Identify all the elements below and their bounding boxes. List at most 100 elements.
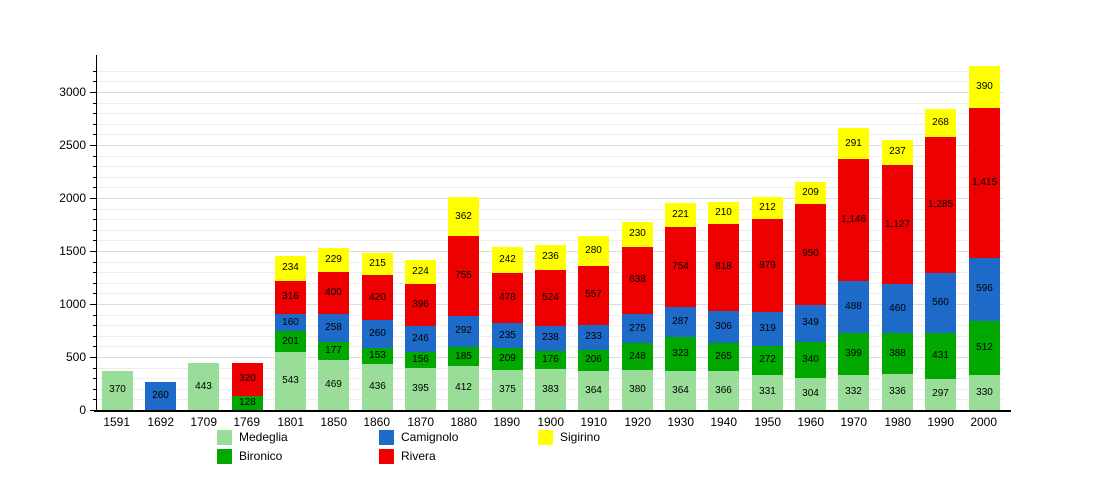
bar-value-label: 153: [369, 349, 386, 361]
bar-value-label: 237: [889, 146, 906, 158]
bar-segment-rivera-2000: 1,415: [969, 107, 1000, 258]
bar-segment-sigirino-1900: 236: [535, 244, 566, 270]
bar-segment-bironico-1910: 206: [578, 349, 609, 372]
bar-value-label: 399: [845, 347, 862, 359]
bar-segment-medeglia-1801: 543: [275, 352, 306, 410]
bar-value-label: 596: [976, 283, 993, 295]
x-axis-year-label: 1990: [927, 415, 955, 429]
bar-segment-camignolo-1870: 246: [405, 325, 436, 352]
y-axis-tick-label: 2000: [59, 191, 86, 205]
legend-swatch-sigirino: [538, 430, 553, 445]
bar-value-label: 754: [672, 260, 689, 272]
bar-segment-sigirino-1910: 280: [578, 236, 609, 266]
bar-value-label: 209: [802, 186, 819, 198]
bar-value-label: 230: [629, 228, 646, 240]
bar-segment-medeglia-1930: 364: [665, 371, 696, 410]
bar-value-label: 229: [325, 253, 342, 265]
gridline: [97, 92, 1003, 93]
y-minor-tick: [93, 378, 96, 379]
y-minor-tick: [93, 219, 96, 220]
bar-value-label: 469: [325, 379, 342, 391]
bar-segment-medeglia-1980: 336: [882, 374, 913, 410]
bar-value-label: 524: [542, 291, 559, 303]
bar-segment-rivera-1880: 755: [448, 235, 479, 316]
bar-segment-camignolo-1930: 287: [665, 306, 696, 338]
y-minor-tick: [93, 346, 96, 347]
bar-value-label: 242: [499, 253, 516, 265]
bar-value-label: 364: [585, 384, 602, 396]
gridline: [97, 145, 1003, 146]
gridline: [97, 325, 1003, 326]
bar-value-label: 238: [542, 332, 559, 344]
bar-segment-medeglia-1860: 436: [362, 363, 393, 410]
y-minor-tick: [93, 240, 96, 241]
gridline: [97, 134, 1003, 135]
x-axis-year-label: 2000: [970, 415, 998, 429]
bar-value-label: 297: [932, 388, 949, 400]
legend-label-sigirino: Sigirino: [560, 430, 601, 444]
x-axis-year-label: 1880: [450, 415, 478, 429]
bar-value-label: 260: [369, 327, 386, 339]
gridline: [97, 198, 1003, 199]
bar-value-label: 638: [629, 274, 646, 286]
x-axis-year-label: 1692: [147, 415, 175, 429]
x-axis-year-label: 1960: [797, 415, 825, 429]
gridline: [97, 81, 1003, 82]
bar-value-label: 818: [715, 261, 732, 273]
bar-segment-camignolo-1950: 319: [752, 312, 783, 347]
bar-value-label: 265: [715, 351, 732, 363]
bar-value-label: 275: [629, 322, 646, 334]
bar-segment-medeglia-1950: 331: [752, 374, 783, 410]
y-major-tick: [90, 198, 96, 199]
bar-segment-medeglia-1591: 370: [102, 370, 133, 410]
bar-value-label: 292: [455, 325, 472, 337]
y-minor-tick: [93, 272, 96, 273]
bar-segment-rivera-1980: 1,127: [882, 165, 913, 285]
bar-segment-rivera-1950: 879: [752, 219, 783, 313]
bar-value-label: 320: [239, 373, 256, 385]
bar-segment-medeglia-1960: 304: [795, 377, 826, 410]
bar-segment-bironico-1801: 201: [275, 331, 306, 353]
bar-segment-camignolo-1900: 238: [535, 325, 566, 351]
x-axis-year-label: 1900: [537, 415, 565, 429]
bar-segment-camignolo-1692: 260: [145, 382, 176, 410]
bar-value-label: 362: [455, 210, 472, 222]
bar-value-label: 380: [629, 383, 646, 395]
y-minor-tick: [93, 230, 96, 231]
bar-value-label: 412: [455, 382, 472, 394]
y-minor-tick: [93, 293, 96, 294]
bar-segment-bironico-1970: 399: [838, 332, 869, 375]
y-minor-tick: [93, 209, 96, 210]
bar-segment-bironico-2000: 512: [969, 320, 1000, 375]
bar-value-label: 755: [455, 269, 472, 281]
bar-value-label: 260: [152, 390, 169, 402]
bar-value-label: 234: [282, 262, 299, 274]
bar-segment-medeglia-1900: 383: [535, 369, 566, 410]
bar-value-label: 390: [976, 80, 993, 92]
x-axis-line: [94, 410, 1011, 412]
x-axis-year-label: 1769: [233, 415, 261, 429]
bar-segment-bironico-1990: 431: [925, 332, 956, 379]
legend-swatch-camignolo: [379, 430, 394, 445]
x-axis-year-label: 1980: [884, 415, 912, 429]
bar-segment-rivera-1769: 320: [232, 362, 263, 397]
bar-value-label: 879: [759, 259, 776, 271]
bar-value-label: 209: [499, 353, 516, 365]
bar-segment-rivera-1970: 1,146: [838, 159, 869, 281]
bar-value-label: 332: [845, 386, 862, 398]
bar-value-label: 436: [369, 380, 386, 392]
bar-segment-rivera-1801: 316: [275, 280, 306, 315]
bar-segment-sigirino-1890: 242: [492, 246, 523, 273]
bar-segment-sigirino-1860: 215: [362, 252, 393, 276]
bar-segment-camignolo-1980: 460: [882, 284, 913, 334]
bar-segment-sigirino-1940: 210: [708, 201, 739, 224]
bar-segment-medeglia-1880: 412: [448, 366, 479, 410]
bar-segment-medeglia-1890: 375: [492, 370, 523, 410]
bar-segment-bironico-1860: 153: [362, 347, 393, 364]
bar-value-label: 1,146: [840, 214, 867, 226]
bar-segment-camignolo-1990: 560: [925, 273, 956, 333]
legend-swatch-rivera: [379, 449, 394, 464]
gridline: [97, 103, 1003, 104]
gridline: [97, 219, 1003, 220]
gridline: [97, 230, 1003, 231]
